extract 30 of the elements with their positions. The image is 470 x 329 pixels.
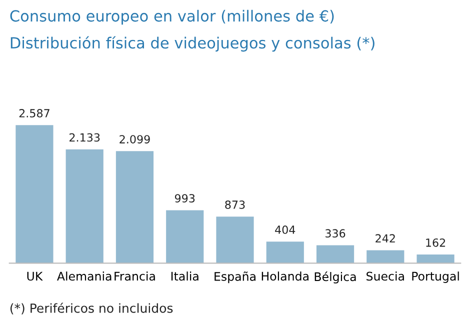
bar: [316, 245, 354, 264]
x-tick-label: Suecia: [366, 272, 404, 281]
chart-title: Consumo europeo en valor (millones de €): [10, 10, 334, 25]
x-tick-label: Holanda: [262, 272, 308, 281]
text: (*) Periféricos no incluidos: [10, 302, 173, 314]
data-label: 162: [426, 238, 446, 247]
bar: [16, 125, 54, 264]
data-label: 993: [174, 194, 195, 202]
x-tick-label: Alemania: [57, 272, 112, 281]
x-tick-label: Portugal: [412, 272, 459, 283]
data-label: 2.587: [19, 109, 50, 118]
bar: [66, 149, 104, 264]
x-tick-label: Francia: [114, 272, 155, 281]
chart-subtitle: Distribución física de videojuegos y consolas (*): [10, 36, 374, 52]
bar: [216, 216, 254, 264]
x-tick-label: UK: [27, 272, 43, 281]
x-tick-label: Bélgica: [314, 272, 356, 284]
bar: [116, 151, 154, 264]
data-label: 2.099: [120, 135, 150, 144]
bar: [416, 254, 454, 264]
x-tick-label: España: [214, 272, 256, 284]
bar: [266, 242, 304, 264]
data-label: 404: [275, 226, 296, 234]
data-label: 336: [326, 229, 346, 238]
data-label: 242: [376, 234, 395, 242]
data-label: 873: [225, 200, 245, 209]
data-label: 2.133: [70, 133, 100, 142]
bar: [366, 250, 404, 264]
bar: [166, 210, 204, 264]
x-tick-label: Italia: [171, 272, 198, 281]
